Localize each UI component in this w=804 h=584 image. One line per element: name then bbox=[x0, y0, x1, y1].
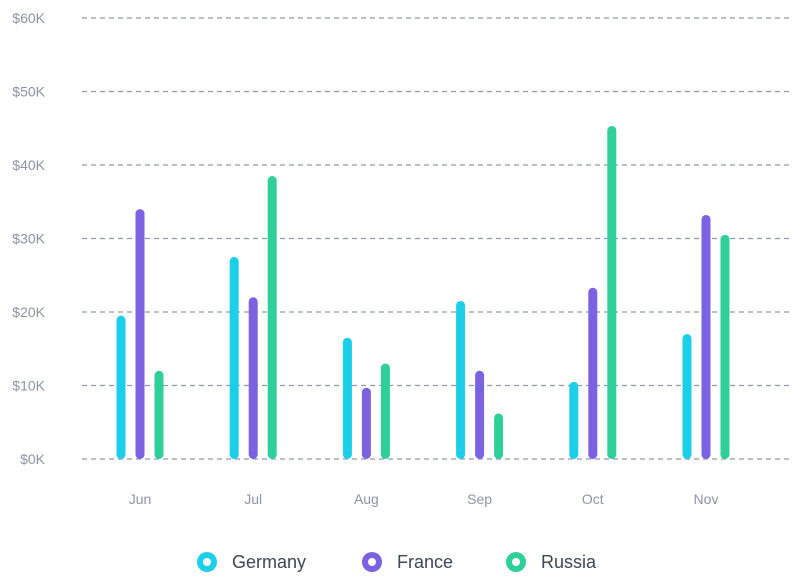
x-axis-ticks: Jun Jul Aug Sep Oct Nov bbox=[129, 491, 719, 507]
y-tick-label: $50K bbox=[12, 84, 45, 100]
bar-germany-sep[interactable] bbox=[456, 300, 466, 459]
x-tick-label: Aug bbox=[354, 491, 379, 507]
x-tick-label: Nov bbox=[694, 491, 719, 507]
bar-russia-jun[interactable] bbox=[154, 370, 164, 459]
bar-russia-nov[interactable] bbox=[720, 234, 730, 459]
bars bbox=[116, 126, 730, 460]
bar-russia-aug[interactable] bbox=[380, 363, 390, 459]
bar-france-jul[interactable] bbox=[248, 297, 258, 459]
bar-germany-aug[interactable] bbox=[342, 337, 352, 459]
legend-label: Russia bbox=[541, 552, 597, 572]
bar-russia-oct[interactable] bbox=[607, 126, 617, 460]
bar-france-jun[interactable] bbox=[135, 209, 145, 459]
y-tick-label: $10K bbox=[12, 378, 45, 394]
bar-france-nov[interactable] bbox=[701, 214, 711, 459]
bar-germany-oct[interactable] bbox=[569, 381, 579, 459]
bar-russia-sep[interactable] bbox=[494, 413, 504, 459]
y-axis-ticks: $0K $10K $20K $30K $40K $50K $60K bbox=[12, 10, 45, 467]
legend-item-germany[interactable]: Germany bbox=[197, 552, 306, 572]
legend: Germany France Russia bbox=[197, 552, 597, 572]
legend-item-russia[interactable]: Russia bbox=[506, 552, 597, 572]
legend-marker-center bbox=[368, 558, 376, 566]
x-tick-label: Oct bbox=[582, 491, 604, 507]
bar-france-oct[interactable] bbox=[588, 287, 598, 459]
y-tick-label: $30K bbox=[12, 231, 45, 247]
bar-germany-jul[interactable] bbox=[229, 256, 239, 459]
bar-france-aug[interactable] bbox=[361, 387, 371, 459]
grid bbox=[82, 17, 792, 460]
y-tick-label: $60K bbox=[12, 10, 45, 26]
x-tick-label: Sep bbox=[467, 491, 492, 507]
legend-item-france[interactable]: France bbox=[362, 552, 453, 572]
y-tick-label: $20K bbox=[12, 304, 45, 320]
x-tick-label: Jun bbox=[129, 491, 152, 507]
legend-label: Germany bbox=[232, 552, 306, 572]
x-tick-label: Jul bbox=[244, 491, 262, 507]
legend-label: France bbox=[397, 552, 453, 572]
bar-france-sep[interactable] bbox=[475, 370, 485, 459]
bar-germany-jun[interactable] bbox=[116, 315, 126, 459]
y-tick-label: $40K bbox=[12, 157, 45, 173]
bar-russia-jul[interactable] bbox=[267, 176, 277, 459]
legend-marker-center bbox=[203, 558, 211, 566]
bar-germany-nov[interactable] bbox=[682, 334, 692, 459]
legend-marker-center bbox=[512, 558, 520, 566]
y-tick-label: $0K bbox=[20, 451, 46, 467]
